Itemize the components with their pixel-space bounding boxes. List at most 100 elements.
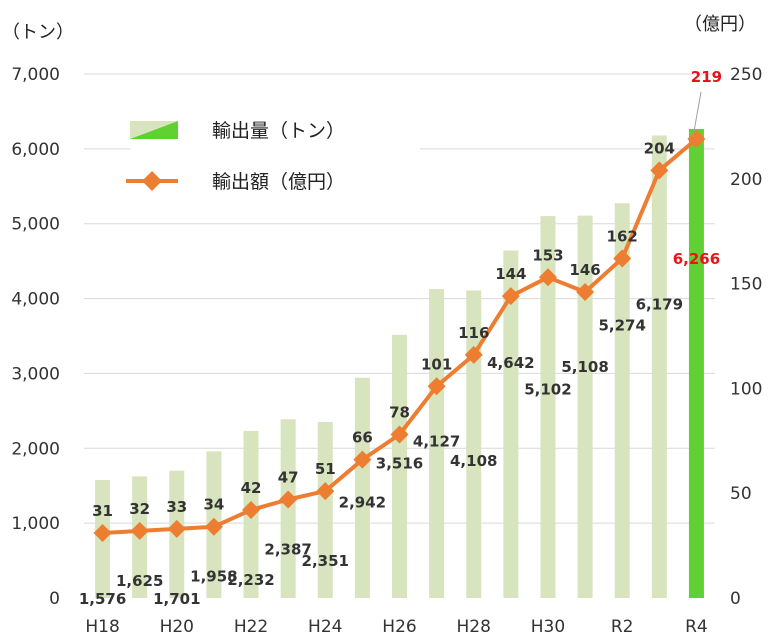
- bar-label: 2,232: [227, 571, 274, 589]
- legend-bar-label: 輸出量（トン）: [212, 120, 345, 142]
- bar-label: 1,958: [190, 568, 237, 586]
- line-marker: [204, 517, 223, 536]
- x-axis-ticks: H18 H20 H22 H24 H26 H28 H30 R2 R4: [85, 617, 707, 637]
- line-label: 33: [166, 498, 187, 516]
- line-label: 144: [495, 265, 526, 283]
- left-tick-label: 1,000: [11, 514, 60, 534]
- legend-line-swatch: [126, 171, 178, 191]
- bar-label: 5,274: [598, 316, 645, 334]
- bar-label: 5,102: [524, 380, 571, 398]
- line-label: 204: [644, 139, 675, 157]
- left-tick-label: 0: [49, 589, 60, 609]
- right-axis-unit: （億円）: [684, 14, 756, 35]
- right-tick-label: 200: [730, 170, 762, 190]
- bar-label: 4,108: [450, 452, 497, 470]
- line-marker: [427, 377, 446, 396]
- bar: [614, 203, 630, 598]
- right-tick-label: 0: [730, 589, 741, 609]
- right-tick-label: 150: [730, 275, 762, 295]
- bar-label: 5,108: [561, 358, 608, 376]
- bar-label: 2,387: [264, 540, 311, 558]
- line-marker: [390, 425, 409, 444]
- right-tick-label: 100: [730, 379, 762, 399]
- line-label: 34: [203, 496, 224, 514]
- line-label: 51: [315, 460, 336, 478]
- bar-highlight: [688, 128, 704, 599]
- bar-label: 3,516: [376, 455, 423, 473]
- bar: [540, 216, 556, 598]
- line-label: 101: [421, 355, 452, 373]
- line-label-highlight: 219: [691, 68, 722, 86]
- left-axis-ticks: 0 1,000 2,000 3,000 4,000 5,000 6,000 7,000: [11, 65, 60, 609]
- line-marker: [353, 450, 372, 469]
- bar: [280, 419, 296, 598]
- x-tick-label: H26: [382, 617, 416, 637]
- right-tick-label: 50: [730, 484, 752, 504]
- line-label: 32: [129, 500, 150, 518]
- line-marker: [130, 521, 149, 540]
- line-label: 146: [569, 261, 600, 279]
- x-tick-label: R4: [685, 617, 708, 637]
- x-tick-label: H18: [85, 617, 119, 637]
- bar: [503, 250, 519, 599]
- line-marker: [316, 482, 335, 501]
- line-label: 42: [241, 479, 262, 497]
- bar-label: 1,701: [153, 590, 200, 608]
- line-label: 78: [389, 404, 410, 422]
- legend: 輸出量（トン） 輸出額（億円）: [126, 104, 420, 193]
- line-label: 66: [352, 429, 373, 447]
- line-marker: [501, 287, 520, 306]
- left-tick-label: 7,000: [11, 65, 60, 85]
- line-label: 162: [607, 227, 638, 245]
- line-marker: [93, 524, 112, 543]
- bar-label: 2,942: [339, 494, 386, 512]
- bar-label: 1,625: [116, 572, 163, 590]
- x-tick-label: R2: [611, 617, 634, 637]
- bar-label: 4,127: [413, 432, 460, 450]
- line-marker: [687, 129, 706, 148]
- bar: [577, 215, 593, 599]
- bar-label: 4,642: [487, 354, 534, 372]
- line-marker: [576, 282, 595, 301]
- highlight-callout-line: [692, 91, 702, 138]
- left-tick-label: 4,000: [11, 290, 60, 310]
- line-labels: 31 32 33 34 42 47 51 66 78 101 116 144 153 146 162 204 2…: [92, 68, 722, 520]
- legend-bar-swatch: [130, 121, 178, 139]
- x-tick-label: H24: [308, 617, 342, 637]
- bar: [429, 289, 445, 598]
- right-axis-ticks: 0 50 100 150 200 250: [730, 65, 762, 609]
- left-tick-label: 6,000: [11, 140, 60, 160]
- line-marker: [464, 345, 483, 364]
- legend-line-label: 輸出額（億円）: [212, 171, 345, 193]
- bar-label-highlight: 6,266: [673, 250, 720, 268]
- line-marker: [167, 519, 186, 538]
- line-marker: [538, 268, 557, 287]
- bar: [651, 135, 667, 599]
- bar-label: 2,351: [302, 552, 349, 570]
- line-label: 116: [458, 324, 489, 342]
- line-marker: [279, 490, 298, 509]
- line-marker: [613, 249, 632, 268]
- line-label: 47: [278, 468, 299, 486]
- line-marker: [650, 161, 669, 180]
- left-tick-label: 2,000: [11, 439, 60, 459]
- left-tick-label: 3,000: [11, 364, 60, 384]
- x-tick-label: H28: [457, 617, 491, 637]
- x-tick-label: H20: [160, 617, 194, 637]
- bar-label: 1,576: [79, 590, 126, 608]
- line-label: 153: [532, 246, 563, 264]
- line-marker: [242, 500, 261, 519]
- line-series: [93, 129, 706, 543]
- bar-label: 6,179: [636, 295, 683, 313]
- x-tick-label: H30: [531, 617, 565, 637]
- bar: [466, 290, 482, 598]
- x-tick-label: H22: [234, 617, 268, 637]
- right-tick-label: 250: [730, 65, 762, 85]
- bar: [354, 377, 370, 598]
- bar: [392, 334, 407, 598]
- left-axis-unit: （トン）: [2, 22, 74, 43]
- left-tick-label: 5,000: [11, 215, 60, 235]
- line-label: 31: [92, 502, 113, 520]
